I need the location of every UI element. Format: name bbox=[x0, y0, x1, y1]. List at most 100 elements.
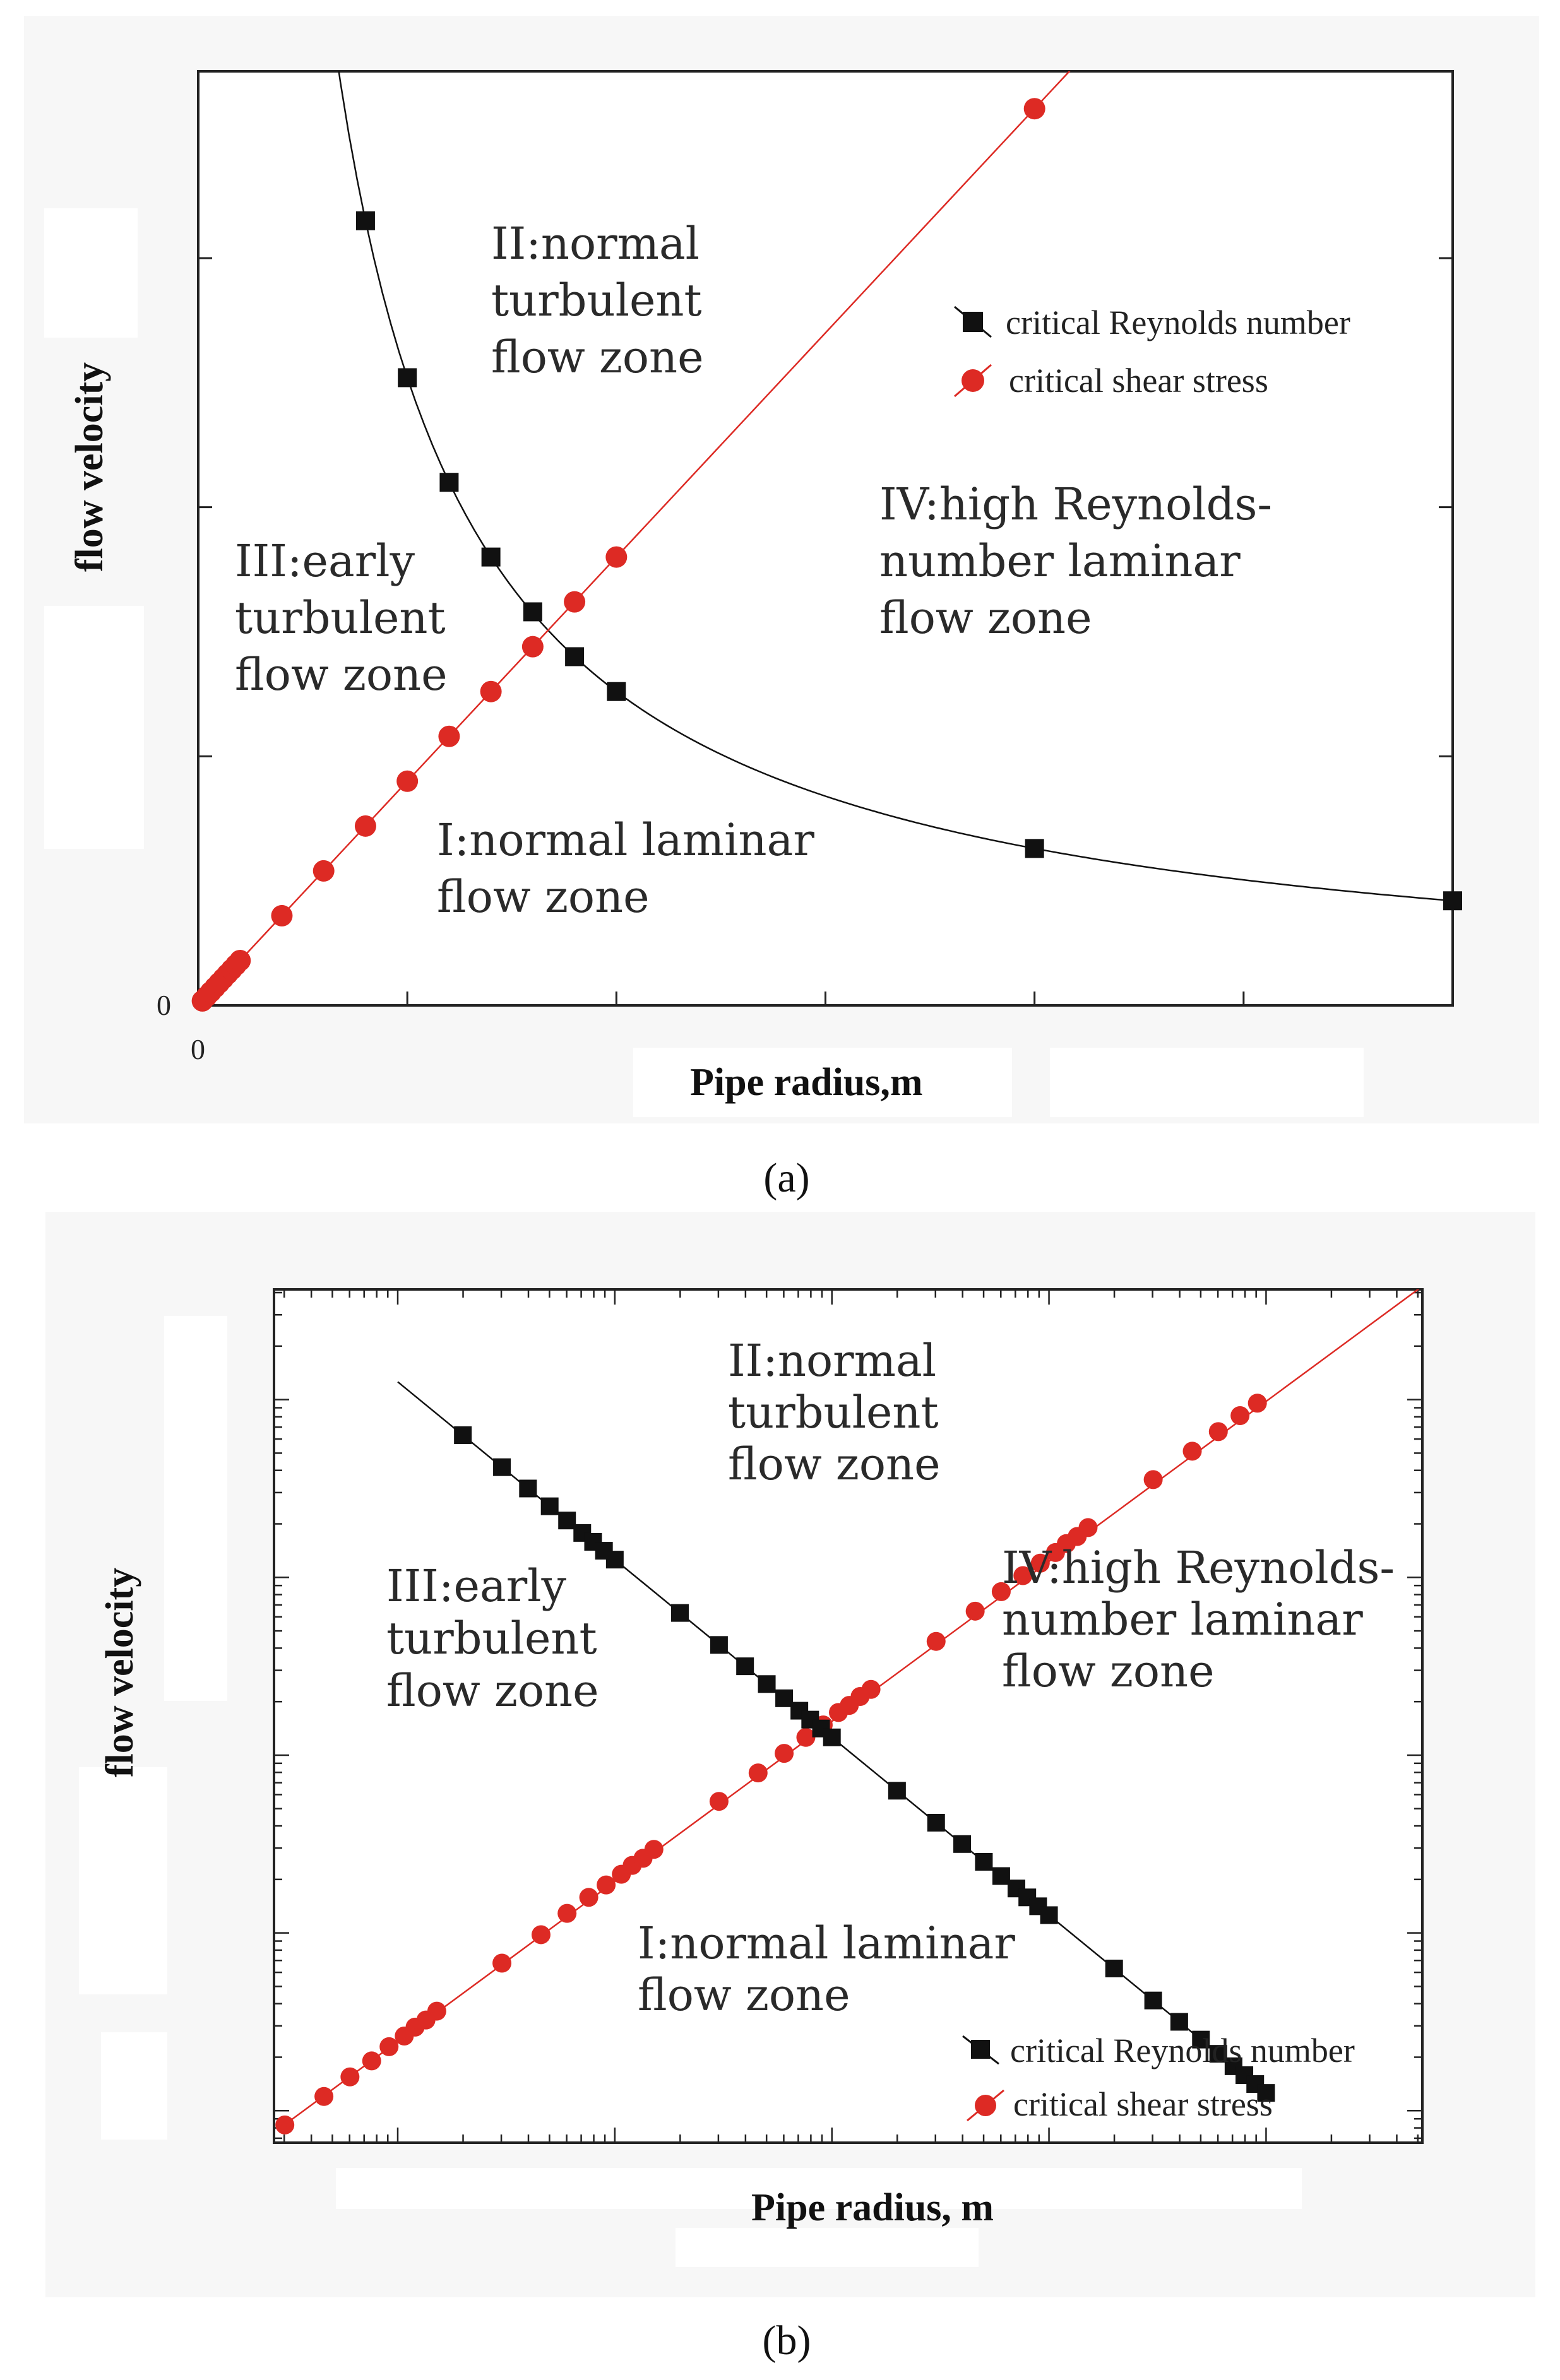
panel-b-shear-point bbox=[965, 1601, 985, 1621]
panel-b-zone-iii-line-2: turbulent bbox=[386, 1613, 597, 1664]
panel-b-shear-point bbox=[379, 2037, 399, 2056]
panel-b-reynolds-point bbox=[1040, 1906, 1058, 1924]
panel-b-shear-point bbox=[861, 1679, 881, 1699]
panel-b-shear-point bbox=[1208, 1422, 1228, 1442]
panel-b-reynolds-point bbox=[927, 1814, 945, 1832]
panel-a-zone-iii-line-3: flow zone bbox=[235, 649, 448, 701]
panel-b-shear-point bbox=[492, 1953, 512, 1973]
panel-b-reynolds-point bbox=[758, 1675, 776, 1693]
panel-a-reynolds-point bbox=[565, 647, 585, 666]
panel-b-shear-point bbox=[796, 1727, 816, 1747]
panel-a-x-origin-label: 0 bbox=[191, 1033, 205, 1065]
panel-b-reynolds-point bbox=[736, 1657, 754, 1676]
panel-a-caption: (a) bbox=[763, 1155, 809, 1201]
panel-b-x-axis-label: Pipe radius, m bbox=[751, 2186, 994, 2229]
panel-a-zone-i-line-1: I:normal laminar bbox=[437, 814, 814, 866]
panel-b-reynolds-point bbox=[1144, 1991, 1162, 2010]
panel-a-reynolds-point bbox=[523, 602, 542, 622]
panel-a-shear-point bbox=[313, 860, 335, 882]
panel-b-reynolds-point bbox=[953, 1835, 972, 1853]
panel-a-x-axis-label: Pipe radius,m bbox=[690, 1061, 923, 1104]
panel-b-zone-iv-line-2: number laminar bbox=[1002, 1594, 1363, 1645]
panel-b-shear-point bbox=[1182, 1442, 1202, 1461]
panel-b-shear-point bbox=[597, 1875, 616, 1895]
panel-b-reynolds-point bbox=[540, 1497, 559, 1515]
panel-b-zone-ii-line-2: turbulent bbox=[728, 1387, 939, 1438]
panel-a-label-mask-1 bbox=[44, 208, 138, 338]
panel-a-shear-point bbox=[605, 546, 628, 568]
panel-a-shear-point bbox=[521, 636, 544, 658]
panel-a-label-mask-3 bbox=[633, 1048, 1012, 1117]
panel-a-label-mask-4 bbox=[1050, 1048, 1364, 1117]
panel-b-label-mask-4 bbox=[336, 2168, 1302, 2209]
panel-b-label-mask-2 bbox=[79, 1767, 167, 1994]
panel-a-shear-point bbox=[438, 725, 460, 747]
panel-b-zone-i-line-2: flow zone bbox=[638, 1969, 850, 2021]
panel-b-shear-point bbox=[531, 1925, 551, 1945]
panel-b-zone-ii-line-1: II:normal bbox=[728, 1335, 936, 1387]
panel-b-reynolds-point bbox=[1105, 1959, 1123, 1977]
panel-a-reynolds-curve bbox=[338, 71, 1453, 902]
panel-a-zone-iii-line-1: III:early bbox=[235, 535, 415, 587]
panel-b-reynolds-point bbox=[975, 1852, 993, 1871]
panel-a-reynolds-point bbox=[481, 547, 501, 567]
panel-a-shear-point bbox=[271, 904, 293, 927]
panel-b-reynolds-point bbox=[710, 1636, 728, 1654]
panel-b-zone-iii-line-3: flow zone bbox=[386, 1665, 599, 1717]
panel-b-reynolds-point bbox=[605, 1551, 624, 1569]
panel-b-shear-point bbox=[557, 1903, 577, 1923]
panel-b-caption: (b) bbox=[763, 2318, 811, 2364]
panel-b-y-axis-label: flow velocity bbox=[98, 1568, 141, 1777]
panel-a-reynolds-point bbox=[439, 473, 459, 492]
panel-b-shear-point bbox=[340, 2067, 360, 2087]
panel-a-reynolds-point bbox=[398, 368, 417, 388]
panel-b-shear-point bbox=[1013, 1566, 1033, 1585]
panel-b-reynolds-point bbox=[992, 1867, 1010, 1885]
panel-b-reynolds-point bbox=[1170, 2013, 1188, 2031]
panel-a-shear-point bbox=[396, 770, 419, 792]
panel-b-label-mask-3 bbox=[101, 2032, 167, 2140]
panel-b-reynolds-point bbox=[775, 1689, 794, 1707]
panel-a-y-axis-label: flow velocity bbox=[68, 362, 111, 572]
panel-a-shear-point bbox=[229, 949, 251, 971]
panel-a-shear-point bbox=[354, 815, 376, 837]
panel-a-legend-shear-marker bbox=[962, 369, 984, 392]
panel-b-reynolds-point bbox=[519, 1479, 537, 1498]
panel-a-plot-frame bbox=[197, 70, 1454, 1007]
panel-a-reynolds-point bbox=[607, 682, 626, 701]
panel-b: II:normal turbulent flow zone III:early … bbox=[45, 1212, 1535, 2364]
panel-b-zone-iv-line-1: IV:high Reynolds- bbox=[1002, 1542, 1395, 1594]
panel-b-markers bbox=[275, 1394, 1275, 2134]
panel-a-zone-ii-line-1: II:normal bbox=[491, 218, 700, 269]
panel-b-zone-iv-line-3: flow zone bbox=[1002, 1645, 1215, 1697]
panel-b-reynolds-point bbox=[558, 1512, 576, 1530]
panel-b-shear-point bbox=[275, 2115, 295, 2134]
panel-b-shear-point bbox=[1143, 1470, 1163, 1489]
panel-b-shear-point bbox=[1247, 1394, 1267, 1413]
panel-a-reynolds-point bbox=[1443, 891, 1462, 911]
panel-a-shear-point bbox=[1023, 98, 1045, 120]
panel-b-legend-reynolds-label: critical Reynolds number bbox=[1010, 2032, 1355, 2069]
panel-b-reynolds-point bbox=[671, 1604, 689, 1622]
panel-b-shear-point bbox=[362, 2051, 381, 2071]
panel-b-label-mask-5 bbox=[676, 2228, 979, 2267]
panel-b-shear-point bbox=[926, 1631, 946, 1651]
panel-a-legend-reynolds-label: critical Reynolds number bbox=[1006, 304, 1350, 341]
panel-b-label-mask-1 bbox=[164, 1316, 227, 1701]
panel-b-reynolds-point bbox=[493, 1458, 511, 1476]
panel-a-reynolds-point bbox=[1025, 839, 1044, 858]
panel-a-y-origin-label: 0 bbox=[157, 989, 171, 1021]
panel-b-reynolds-point bbox=[823, 1728, 841, 1746]
panel-b-reynolds-point bbox=[1192, 2030, 1210, 2049]
panel-a-zone-iii-line-2: turbulent bbox=[235, 592, 446, 644]
panel-b-shear-point bbox=[644, 1840, 664, 1859]
panel-a-zone-ii-line-3: flow zone bbox=[491, 331, 704, 383]
panel-b-reynolds-point bbox=[888, 1782, 906, 1800]
panel-b-shear-point bbox=[709, 1792, 729, 1811]
panel-a-label-mask-2 bbox=[44, 606, 144, 849]
panel-b-shear-point bbox=[1030, 1553, 1050, 1573]
panel-a-ticks bbox=[198, 257, 1454, 1005]
panel-b-zone-i-line-1: I:normal laminar bbox=[638, 1917, 1015, 1969]
panel-a-zone-i-line-2: flow zone bbox=[437, 871, 650, 923]
